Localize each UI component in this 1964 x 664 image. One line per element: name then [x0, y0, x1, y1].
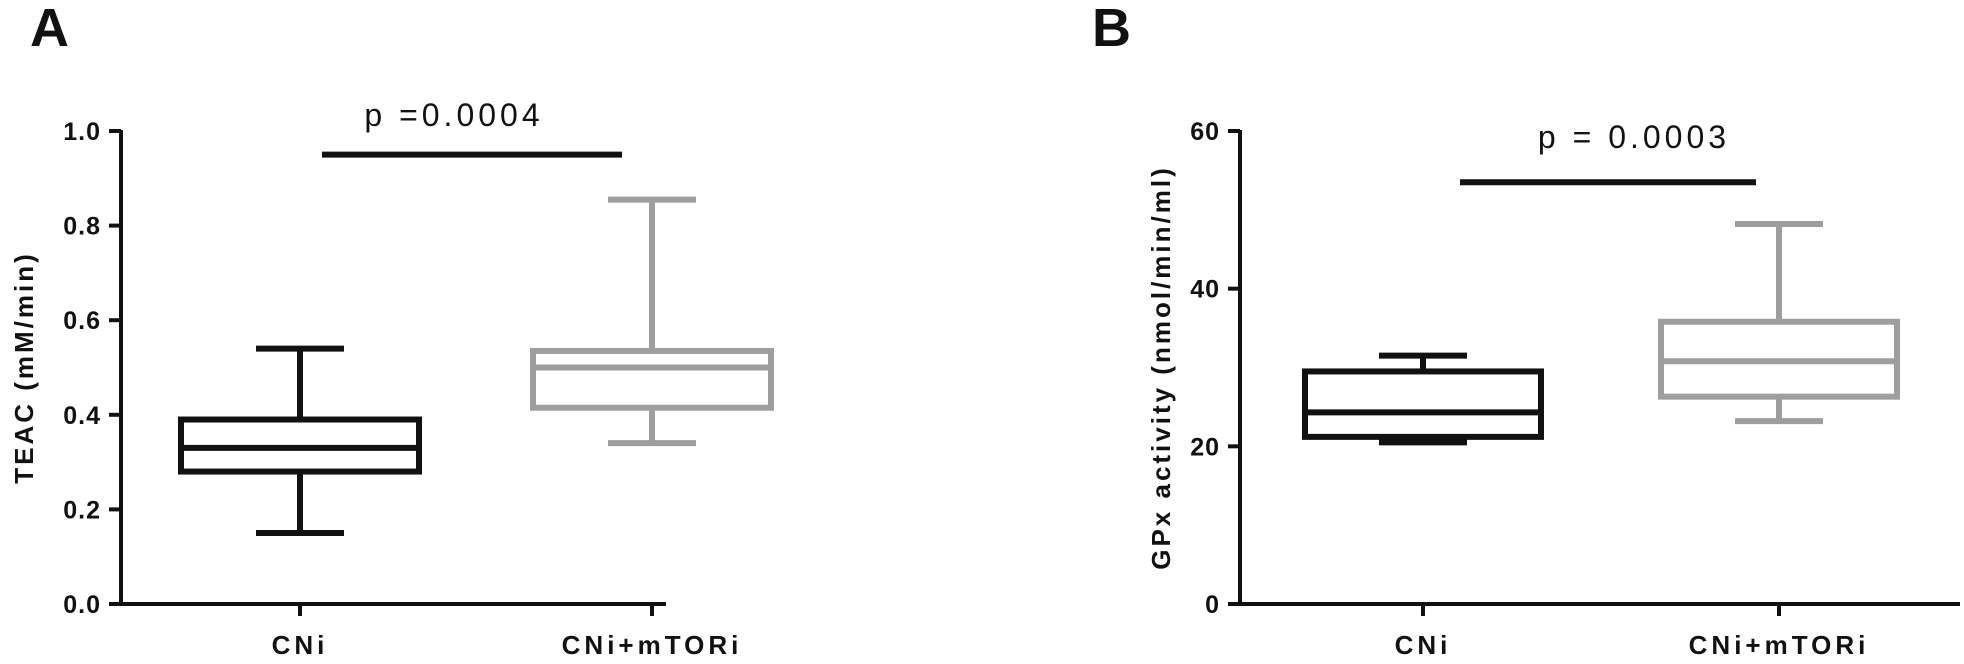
box-cni: [1302, 352, 1544, 446]
box-cni-mtori: [1658, 221, 1900, 425]
iqr-box: [530, 347, 774, 411]
x-category-label: CNi: [272, 630, 329, 660]
x-category-label: CNi+mTORi: [1689, 630, 1870, 660]
y-tick-label: 0.2: [63, 496, 101, 524]
x-category-label: CNi+mTORi: [562, 630, 743, 660]
panel-b: B 0 20 40 60 GPx activity (nmol/min/ml) CNi CNi…: [1092, 0, 1960, 660]
y-axis-title: GPx activity (nmol/min/ml): [1146, 165, 1176, 570]
iqr-box: [1302, 368, 1544, 440]
y-tick-label: 20: [1190, 433, 1220, 461]
y-tick-label: 40: [1190, 276, 1220, 304]
y-tick-label: 0: [1205, 591, 1220, 619]
panel-label: A: [30, 0, 69, 58]
p-value-label: p =0.0004: [364, 97, 543, 133]
y-tick-label: 0.4: [63, 402, 101, 430]
y-axis-title: TEAC (mM/min): [9, 251, 39, 484]
y-tick-label: 1.0: [63, 118, 101, 146]
panel-label: B: [1092, 0, 1131, 58]
x-category-label: CNi: [1395, 630, 1452, 660]
y-tick-label: 0.6: [63, 307, 101, 335]
y-tick-label: 60: [1190, 118, 1220, 146]
box-cni: [178, 345, 422, 537]
p-value-label: p = 0.0003: [1538, 119, 1730, 155]
panel-a: A 0.0 0.2 0.4 0.6 0.8 1.0 TEAC (mM/min) CNi CNi+m…: [9, 0, 774, 660]
y-tick-label: 0.0: [63, 591, 101, 619]
box-cni-mtori: [530, 196, 774, 447]
y-tick-label: 0.8: [63, 213, 101, 241]
